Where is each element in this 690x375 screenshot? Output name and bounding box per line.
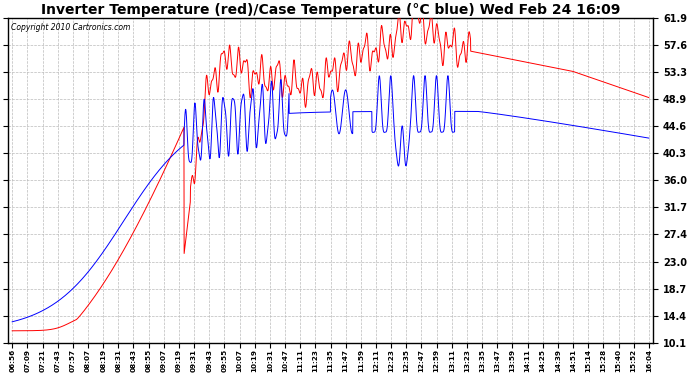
Title: Inverter Temperature (red)/Case Temperature (°C blue) Wed Feb 24 16:09: Inverter Temperature (red)/Case Temperat… [41, 3, 620, 17]
Text: Copyright 2010 Cartronics.com: Copyright 2010 Cartronics.com [11, 23, 130, 32]
